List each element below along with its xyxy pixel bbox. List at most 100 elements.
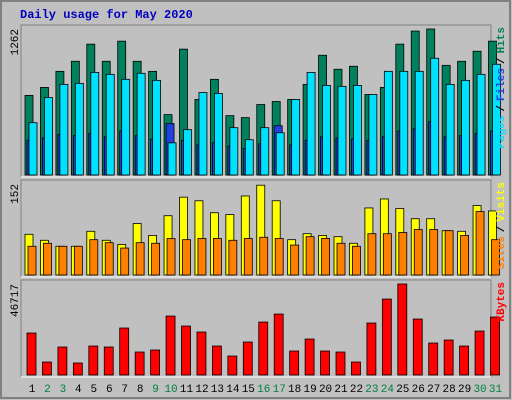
bar: [197, 238, 207, 276]
bar: [443, 339, 454, 376]
bar: [321, 238, 330, 276]
bar: [136, 72, 146, 176]
bar: [289, 350, 300, 376]
bar: [367, 233, 377, 276]
bar: [337, 85, 347, 176]
x-tick-label: 22: [350, 384, 363, 396]
legend-entry: Files: [496, 68, 508, 101]
legend-entry: Pages: [496, 116, 508, 149]
bar: [228, 239, 238, 276]
bar: [211, 345, 222, 376]
x-tick-label: 10: [164, 384, 177, 396]
bar: [43, 242, 52, 276]
bar: [490, 316, 500, 376]
bar: [105, 73, 115, 176]
y-tick-label: 152: [10, 184, 22, 204]
bar: [58, 245, 68, 276]
bar: [335, 351, 346, 376]
y-tick-label: 1262: [10, 29, 22, 55]
bar: [322, 85, 331, 176]
bar: [412, 318, 423, 376]
bar: [229, 127, 239, 176]
x-tick-label: 12: [195, 384, 208, 396]
bar: [382, 233, 392, 276]
bar: [460, 235, 470, 276]
x-tick-label: 29: [458, 384, 471, 396]
bar: [181, 325, 191, 376]
bar: [212, 238, 222, 276]
bar: [290, 244, 300, 276]
bar: [399, 70, 409, 176]
bar: [320, 350, 330, 376]
x-tick-label: 27: [427, 384, 440, 396]
legend: Pages / Files / Hits: [496, 27, 508, 149]
bar: [120, 247, 130, 276]
bar: [182, 239, 191, 276]
bar: [352, 245, 361, 276]
bar: [103, 346, 114, 376]
legend-entry: KBytes: [496, 282, 508, 322]
bar: [351, 361, 361, 376]
bar: [444, 230, 454, 276]
x-tick-label: 7: [121, 384, 128, 396]
x-tick-label: 17: [273, 384, 286, 396]
bar: [167, 142, 177, 176]
bar: [74, 82, 84, 176]
bar: [166, 238, 176, 276]
x-tick-label: 13: [211, 384, 224, 396]
bar: [274, 238, 284, 276]
x-tick-label: 6: [106, 384, 113, 396]
bar: [242, 341, 253, 376]
legend: Sites / Visits: [496, 182, 508, 269]
bar: [305, 236, 315, 276]
bar: [366, 322, 377, 376]
legend-separator: /: [496, 105, 508, 112]
bar: [27, 245, 37, 276]
bar: [57, 346, 68, 376]
bar: [259, 236, 269, 276]
x-tick-label: 9: [152, 384, 159, 396]
bar: [227, 355, 238, 376]
bar: [44, 97, 53, 176]
bar: [42, 361, 52, 376]
x-tick-label: 31: [489, 384, 503, 396]
bar: [88, 345, 99, 376]
legend-entry: Sites: [496, 236, 508, 269]
bar: [273, 313, 284, 376]
bar: [135, 242, 145, 276]
bar: [383, 70, 393, 176]
x-tick-label: 20: [319, 384, 332, 396]
bar: [291, 99, 301, 176]
bar: [474, 330, 485, 376]
bar: [445, 84, 455, 176]
x-tick-label: 28: [443, 384, 456, 396]
x-tick-label: 11: [180, 384, 194, 396]
legend-entry: Visits: [496, 182, 508, 222]
bar: [198, 92, 208, 176]
bar: [397, 283, 408, 376]
x-tick-label: 18: [288, 384, 301, 396]
y-tick-label: 46717: [10, 284, 22, 317]
legend-separator: /: [496, 225, 508, 232]
bar: [368, 94, 378, 176]
x-tick-label: 14: [226, 384, 240, 396]
bar: [428, 342, 439, 376]
x-tick-label: 4: [75, 384, 82, 396]
bar: [121, 78, 131, 176]
bar: [306, 71, 316, 176]
x-tick-label: 24: [381, 384, 395, 396]
bar: [304, 338, 315, 376]
x-tick-label: 26: [412, 384, 425, 396]
panel: [20, 279, 492, 378]
bar: [152, 79, 162, 176]
bar: [26, 332, 37, 376]
x-tick-label: 8: [137, 384, 144, 396]
bar: [73, 245, 83, 276]
bar: [151, 242, 161, 276]
bar: [414, 70, 424, 176]
bar: [461, 79, 471, 176]
bar: [381, 298, 392, 376]
bar: [213, 93, 223, 176]
bar: [429, 229, 439, 276]
